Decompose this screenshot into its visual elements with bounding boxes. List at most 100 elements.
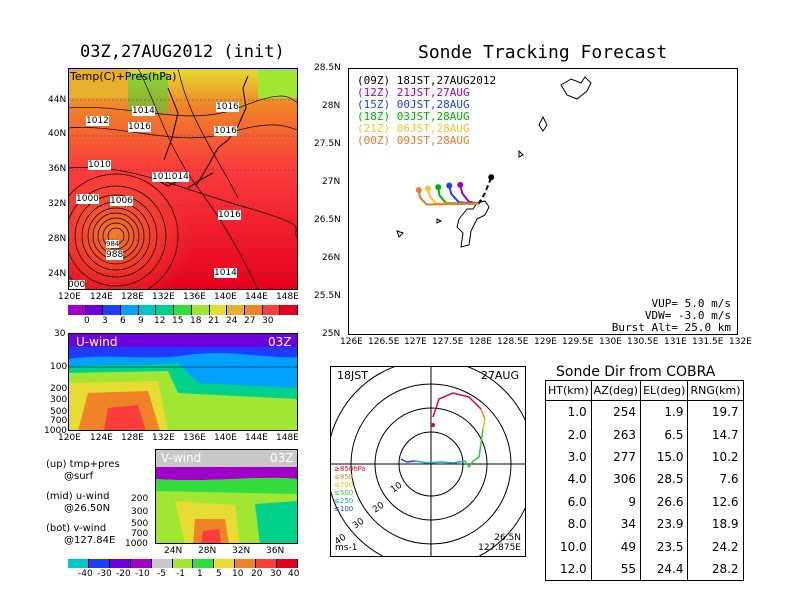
track-line (459, 184, 479, 205)
table-row: 12.0 55 24.4 28.2 (545, 557, 744, 581)
tracking-title: Sonde Tracking Forecast (418, 42, 668, 63)
table-cell: 15.0 (640, 445, 689, 469)
table-cell: 2.0 (545, 423, 592, 446)
note-line: @127.84E (64, 535, 116, 546)
table-cell: 1.0 (545, 400, 592, 424)
colorbar-swatch (277, 559, 298, 568)
pressure-label: 1012 (86, 116, 109, 126)
note-line: (mid) u-wind (46, 491, 110, 502)
colorbar-swatch (109, 559, 131, 568)
track-legend-09z: (09Z) 18JST,27AUG2012 (357, 74, 497, 87)
table-cell: 3.0 (545, 445, 592, 469)
track-endpoint (415, 187, 422, 194)
table-cell: 8.0 (545, 512, 592, 536)
lon-tick: 131E (664, 337, 687, 347)
temperature-colorbar (68, 305, 298, 315)
colorbar-swatch (262, 305, 281, 315)
track-endpoint (488, 174, 495, 181)
colorbar-swatch (103, 305, 122, 315)
lat-tick: 32N (232, 546, 251, 556)
sonde-table: HT(km) AZ(deg) EL(deg) RNG(km) 1.0 254 1… (545, 380, 744, 582)
colorbar-swatch (130, 559, 152, 568)
table-cell: 23.5 (640, 535, 689, 558)
lon-tick: 120E (58, 292, 81, 302)
level-legend: ≤700 (334, 481, 354, 489)
sonde-table-title: Sonde Dir from COBRA (556, 364, 716, 380)
track-endpoint (424, 185, 431, 192)
colorbar-swatch (214, 559, 236, 568)
table-cell: 306 (590, 468, 642, 491)
colorbar-tick: 9 (138, 316, 144, 326)
colorbar-tick: 10 (232, 569, 244, 579)
sonde-table-header: RNG(km) (687, 380, 744, 401)
pressure-label: 1016 (216, 102, 239, 112)
colorbar-swatch (280, 305, 298, 315)
table-row: 4.0 306 28.5 7.6 (545, 468, 744, 491)
colorbar-swatch (156, 305, 175, 315)
track-legend-15z: (15Z) 00JST,28AUG (357, 98, 470, 111)
lon-tick: 144E (245, 433, 268, 443)
colorbar-tick: 18 (190, 316, 202, 326)
vwind-time: 03Z (270, 451, 294, 465)
pressure-label: 988 (106, 250, 124, 260)
lon-tick: 144E (245, 292, 268, 302)
sonde-table-header: EL(deg) (640, 380, 689, 401)
lon-tick: 148E (276, 433, 299, 443)
colorbar-tick: 20 (251, 569, 263, 579)
pressure-label: 000 (68, 280, 86, 290)
p-tick: 700 (131, 529, 149, 539)
track-endpoint (446, 182, 453, 189)
lat-tick: 40N (48, 129, 67, 139)
table-cell: 55 (590, 557, 642, 581)
pressure-label: 1014 (132, 106, 155, 116)
colorbar-swatch (227, 305, 245, 315)
lat-tick: 27N (322, 177, 341, 187)
surface-map-label: Temp(C)+Pres(hPa) (70, 70, 177, 83)
surface-map-frame (68, 68, 298, 290)
lon-tick: 128E (121, 292, 144, 302)
lon-tick: 124E (90, 433, 113, 443)
colorbar-swatch (151, 559, 173, 568)
uwind-section: U-wind 03Z (68, 333, 298, 431)
track-endpoint (435, 184, 442, 191)
table-cell: 24.2 (687, 535, 744, 558)
colorbar-swatch (172, 559, 194, 568)
p-tick: 200 (50, 384, 68, 394)
colorbar-swatch (174, 305, 192, 315)
colorbar-tick: 30 (270, 569, 282, 579)
lon-tick: 130E (599, 337, 622, 347)
table-cell: 18.9 (687, 512, 744, 536)
colorbar-swatch (235, 559, 257, 568)
table-cell: 10.2 (687, 445, 744, 469)
pressure-label: 1014 (166, 172, 189, 182)
lat-tick: 32N (48, 199, 67, 209)
hodograph-lat: 26.5N (494, 533, 521, 543)
lon-tick: 128E (121, 433, 144, 443)
lon-tick: 129.5E (562, 337, 594, 347)
colorbar-tick: 40 (288, 569, 300, 579)
pressure-label: 1014 (214, 268, 237, 278)
uwind-label: U-wind (76, 335, 118, 349)
colorbar-swatch (193, 559, 215, 568)
table-row: 6.0 9 26.6 12.6 (545, 490, 744, 513)
pressure-label: 1016 (128, 122, 151, 132)
track-endpoint (457, 181, 464, 188)
colorbar-tick: -10 (135, 569, 150, 579)
vwind-section: V-wind 03Z (155, 449, 298, 544)
lon-tick: 132E (729, 337, 752, 347)
lon-tick: 124E (90, 292, 113, 302)
colorbar-tick: 3 (102, 316, 108, 326)
vdw-text: VDW= -3.0 m/s (644, 309, 731, 322)
table-cell: 24.4 (640, 557, 689, 581)
table-cell: 14.7 (687, 423, 744, 446)
burst-alt-text: Burst Alt= 25.0 km (611, 321, 731, 334)
lat-tick: 24N (48, 269, 67, 279)
lat-tick: 26.5N (314, 215, 341, 225)
colorbar-swatch (244, 305, 263, 315)
lon-tick: 136E (183, 292, 206, 302)
colorbar-tick: 24 (226, 316, 238, 326)
surface-temp-map: Temp(C)+Pres(hPa) 1014 1012 1016 1016 10… (68, 68, 298, 290)
table-cell: 6.5 (640, 423, 689, 446)
lon-tick: 131.5E (692, 337, 724, 347)
table-cell: 34 (590, 512, 642, 536)
